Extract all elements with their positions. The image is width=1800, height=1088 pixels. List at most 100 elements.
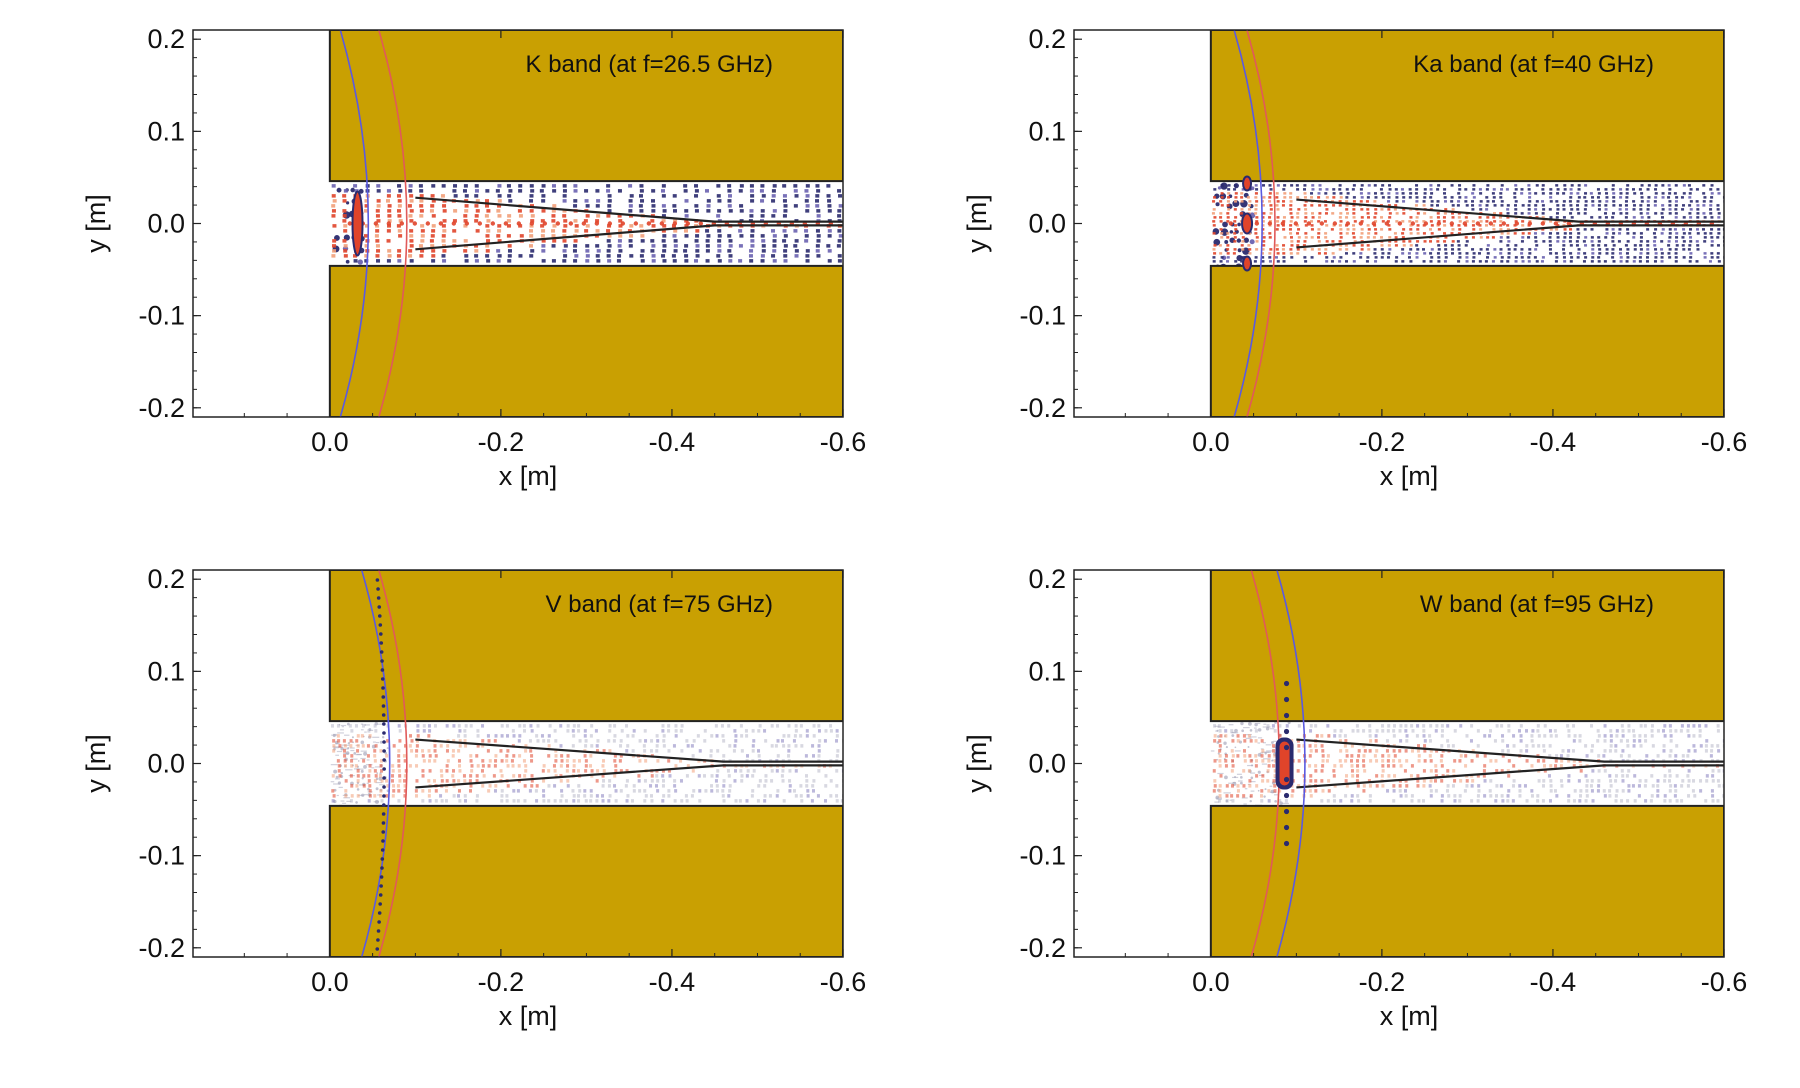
field-dot: [1483, 779, 1487, 783]
field-dot: [1605, 228, 1609, 231]
field-dot: [340, 800, 345, 802]
field-dot: [507, 254, 512, 258]
field-dot: [639, 254, 644, 258]
field-dot: [583, 754, 587, 758]
field-dot: [512, 734, 516, 738]
field-dot: [608, 794, 612, 798]
field-dot: [835, 739, 839, 743]
field-dot: [407, 204, 412, 208]
field-dot: [619, 739, 623, 743]
field-dot: [805, 784, 809, 788]
field-dot: [439, 744, 443, 748]
field-dot: [518, 189, 523, 193]
field-dot: [1646, 240, 1650, 243]
field-dot: [1230, 784, 1234, 788]
field-dot: [606, 184, 611, 188]
field-dot: [1241, 236, 1245, 239]
field-dot: [376, 204, 381, 208]
panel-title: V band (at f=75 GHz): [546, 591, 773, 618]
field-dot: [1290, 216, 1294, 219]
field-dot: [1295, 184, 1299, 187]
field-dot: [463, 184, 468, 188]
field-dot: [780, 774, 784, 778]
field-dot: [497, 224, 502, 228]
field-dot: [727, 199, 732, 203]
field-dot: [1488, 221, 1494, 226]
field-dot: [1638, 188, 1642, 191]
field-dot: [1470, 759, 1474, 763]
field-dot: [523, 784, 527, 788]
field-dot: [706, 199, 711, 203]
field-dot: [343, 244, 348, 248]
field-dot: [416, 734, 420, 738]
field-dot: [709, 754, 713, 758]
field-dot: [1309, 774, 1313, 778]
field-dot: [1359, 256, 1363, 259]
field-dot: [1380, 216, 1384, 219]
field-dot: [376, 184, 381, 188]
field-dot: [1226, 220, 1230, 223]
field-dot: [340, 771, 343, 775]
field-dot: [1493, 212, 1497, 215]
field-dot: [1563, 260, 1567, 263]
field-dot: [1647, 196, 1651, 199]
field-dot: [1409, 774, 1413, 778]
field-dot: [578, 789, 582, 793]
field-dot: [783, 249, 788, 253]
field-dot: [1333, 764, 1337, 768]
field-dot: [1506, 799, 1510, 803]
field-dot: [750, 199, 755, 203]
field-dot: [1339, 729, 1343, 733]
field-dot: [607, 199, 612, 203]
field-dot: [474, 184, 479, 188]
field-dot: [1621, 779, 1625, 783]
field-dot: [1250, 781, 1256, 783]
field-dot: [1317, 220, 1321, 223]
field-dot: [628, 199, 633, 203]
field-dot: [541, 209, 546, 213]
field-dot: [1596, 188, 1600, 191]
field-dot: [1236, 238, 1242, 243]
field-dot: [1409, 260, 1413, 263]
metal-blocks: [328, 30, 843, 417]
field-dot: [826, 184, 831, 188]
field-dot: [1381, 764, 1385, 768]
field-dot: [1618, 204, 1622, 207]
field-dot: [1483, 754, 1487, 758]
field-dot: [363, 751, 368, 756]
field-dot: [1253, 260, 1257, 263]
x-tick-label: -0.6: [820, 427, 867, 457]
field-dot: [1689, 240, 1693, 243]
field-dot: [733, 729, 737, 733]
field-dot: [574, 254, 579, 258]
field-dot: [1255, 240, 1259, 243]
field-dot: [1402, 196, 1406, 199]
field-dot: [1259, 752, 1264, 754]
field-dot: [607, 784, 611, 788]
field-dot: [1215, 202, 1220, 207]
field-dot: [481, 764, 485, 768]
field-dot: [372, 736, 380, 738]
field-dot: [1639, 212, 1643, 215]
field-dot: [1345, 216, 1349, 219]
field-dot: [487, 764, 491, 768]
field-dot: [1213, 759, 1217, 763]
field-dot: [431, 184, 436, 188]
field-dot: [408, 189, 413, 193]
field-dot: [1338, 216, 1342, 219]
field-dot: [1388, 212, 1392, 215]
field-dot: [1310, 256, 1314, 259]
field-dot: [1506, 208, 1510, 211]
field-dot: [1536, 759, 1540, 763]
field-dot: [1569, 260, 1573, 263]
field-dot: [1605, 200, 1609, 203]
horn-upper-edge: [1296, 198, 1724, 223]
field-dot: [1625, 260, 1629, 263]
field-dot: [505, 759, 509, 763]
field-dot: [364, 259, 369, 263]
field-dot: [771, 189, 776, 193]
field-dot: [761, 249, 766, 253]
field-dot: [1304, 260, 1308, 263]
field-dot: [497, 239, 502, 243]
field-dot: [1554, 764, 1558, 768]
